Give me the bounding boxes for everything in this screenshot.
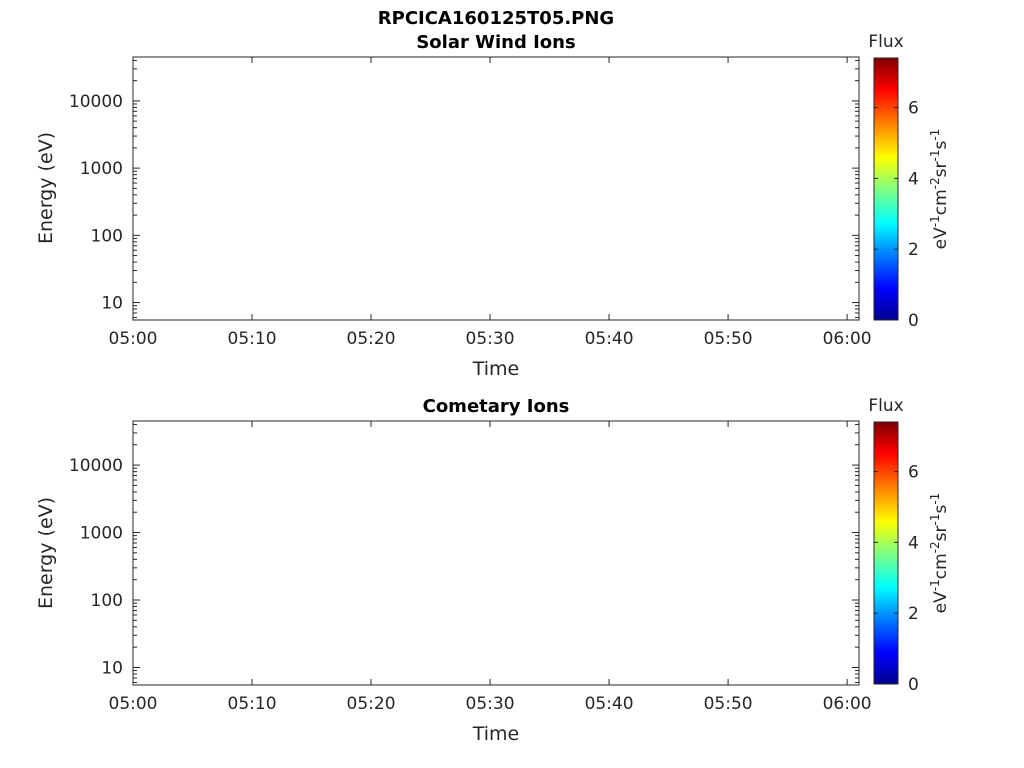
colorbar-tick-label: 0 [908,675,919,695]
y-tick-label: 10 [101,658,123,678]
x-axis-label: Time [472,358,520,380]
plot-frame [132,420,860,686]
colorbar-tick-label: 6 [908,99,919,119]
cometary-ions-panel: Cometary Ions 05:00 05:10 05:20 05:30 05:40 0… [35,396,951,745]
colorbar-tick-label: 2 [908,240,919,260]
colorbar-tick-label: 6 [908,463,919,483]
x-axis: 05:00 05:10 05:20 05:30 05:40 05:50 06:00 [109,421,872,714]
x-tick-label: 05:50 [704,329,753,349]
panel-title: Solar Wind Ions [416,32,575,53]
colorbar-tick-label: 2 [908,604,919,624]
x-tick-label: 06:00 [823,329,872,349]
x-tick-label: 05:40 [585,329,634,349]
colorbar-title: Flux [868,32,903,52]
x-tick-label: 05:50 [704,694,753,714]
panel-title: Cometary Ions [423,396,570,417]
figure-title: RPCICA160125T05.PNG [378,8,614,29]
y-tick-label: 1000 [80,159,123,179]
x-tick-label: 05:10 [228,329,277,349]
y-tick-label: 1000 [80,524,123,544]
x-tick-label: 05:30 [466,329,515,349]
y-tick-label: 10000 [69,92,123,112]
solar-wind-ions-panel: Solar Wind Ions 05:00 05:10 05:20 05:30 05:4… [35,32,951,380]
colorbar-ticks: 0 2 4 6 [874,99,919,331]
colorbar-tick-label: 4 [908,533,919,553]
y-tick-label: 100 [91,226,123,246]
y-axis-label: Energy (eV) [35,497,57,609]
colorbar-title: Flux [868,396,903,416]
y-tick-label: 10000 [69,456,123,476]
colorbar-ticks: 0 2 4 6 [874,463,919,695]
colorbar-tick-label: 0 [908,311,919,331]
colorbar-gradient [873,57,899,321]
plot-frame [132,56,860,321]
x-tick-label: 05:40 [585,694,634,714]
colorbar-tick-label: 4 [908,169,919,189]
colorbar: Flux 0 2 4 6 eV-1cm-2sr-1s-1 [868,396,951,695]
x-tick-label: 05:20 [347,694,396,714]
x-tick-label: 05:20 [347,329,396,349]
y-axis: 10 100 1000 10000 [69,423,859,683]
colorbar: Flux 0 2 4 6 eV-1cm-2sr-1s-1 [868,32,951,331]
colorbar-gradient [873,421,899,685]
x-axis: 05:00 05:10 05:20 05:30 05:40 05:50 06:00 [109,57,872,349]
x-tick-label: 06:00 [823,694,872,714]
x-tick-label: 05:00 [109,694,158,714]
x-tick-label: 05:00 [109,329,158,349]
y-axis: 10 100 1000 10000 [69,59,859,318]
y-axis-label: Energy (eV) [35,132,57,244]
x-axis-label: Time [472,723,520,745]
y-tick-label: 100 [91,591,123,611]
y-tick-label: 10 [101,294,123,314]
colorbar-unit-label: eV-1cm-2sr-1s-1 [928,129,951,250]
x-tick-label: 05:10 [228,694,277,714]
x-tick-label: 05:30 [466,694,515,714]
colorbar-unit-label: eV-1cm-2sr-1s-1 [928,493,951,614]
